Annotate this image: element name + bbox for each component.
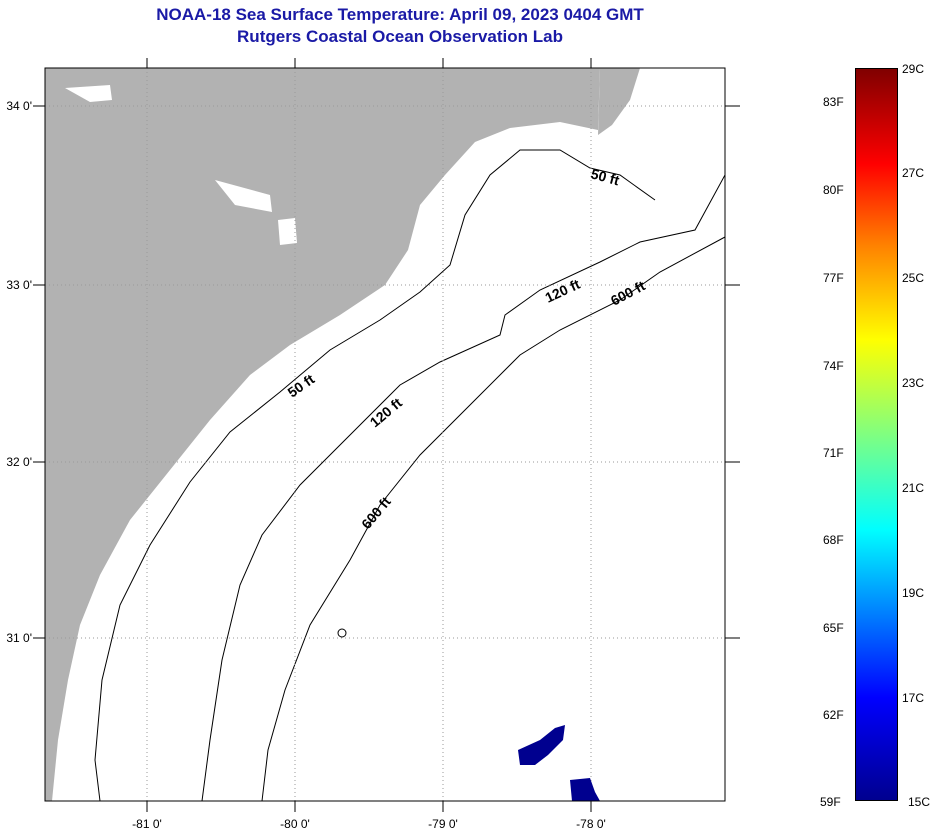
colorbar-c-label: 27C <box>902 166 925 180</box>
colorbar-c-label: 15C <box>908 795 931 809</box>
contour-label: 50 ft <box>589 165 621 188</box>
lat-label: 31 0' <box>6 631 32 645</box>
colorbar-f-label: 62F <box>823 708 844 722</box>
contour-120ft <box>201 174 725 801</box>
colorbar-f-label: 65F <box>823 621 844 635</box>
colorbar-c-label: 17C <box>902 691 925 705</box>
colorbar-c-label: 21C <box>902 481 925 495</box>
colorbar-f-label: 68F <box>823 533 844 547</box>
lat-label: 34 0' <box>6 99 32 113</box>
land-cape-fear <box>598 68 640 135</box>
map-subtitle: Rutgers Coastal Ocean Observation Lab <box>237 27 563 46</box>
graticule <box>45 68 725 801</box>
inland-water <box>65 85 297 245</box>
lat-label: 33 0' <box>6 278 32 292</box>
lon-label: -80 0' <box>280 817 310 831</box>
colorbar-f-label: 80F <box>823 183 844 197</box>
colorbar-c-label: 25C <box>902 271 925 285</box>
colorbar-f-label: 77F <box>823 271 844 285</box>
land-area <box>45 68 600 801</box>
contour-600ft <box>261 236 725 801</box>
colorbar-f-label: 71F <box>823 446 844 460</box>
lat-label: 32 0' <box>6 455 32 469</box>
colorbar-f-label: 74F <box>823 359 844 373</box>
axis-ticks <box>33 58 740 812</box>
colorbar-f-label: 59F <box>820 795 841 809</box>
map-title: NOAA-18 Sea Surface Temperature: April 0… <box>156 5 644 24</box>
colorbar-f-label: 83F <box>823 95 844 109</box>
colorbar <box>855 68 898 801</box>
contour-50ft <box>94 149 656 801</box>
colorbar-c-label: 23C <box>902 376 925 390</box>
lon-label: -81 0' <box>132 817 162 831</box>
lon-label: -78 0' <box>576 817 606 831</box>
sst-patch <box>518 725 600 801</box>
colorbar-c-label: 19C <box>902 586 925 600</box>
colorbar-c-label: 29C <box>902 62 925 76</box>
lon-label: -79 0' <box>428 817 458 831</box>
